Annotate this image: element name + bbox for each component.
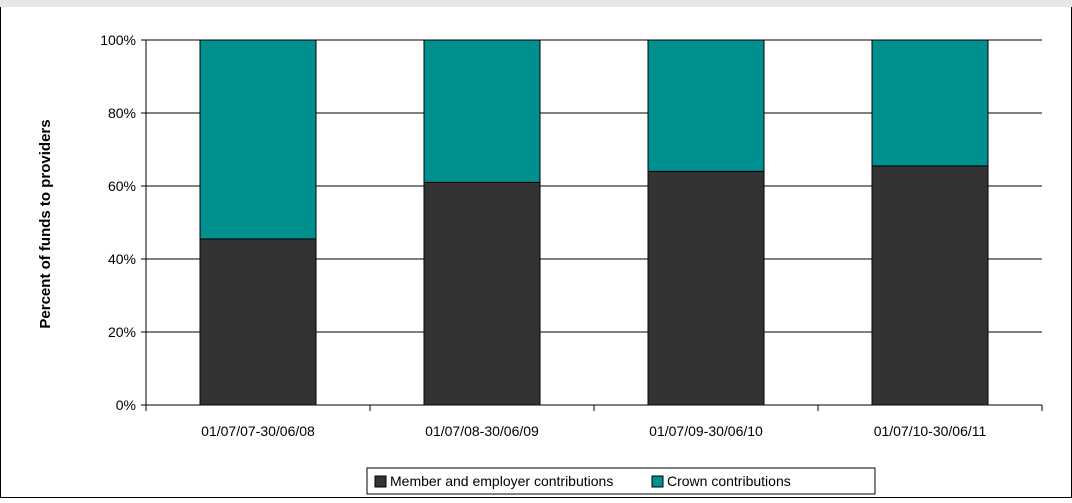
y-tick-label: 100%	[100, 32, 136, 48]
bar-segment	[647, 170, 765, 406]
y-tick-label: 40%	[108, 251, 136, 267]
bar-segment	[199, 238, 317, 406]
bar-segment	[423, 39, 541, 183]
y-tick-label: 80%	[108, 105, 136, 121]
y-axis-label: Percent of funds to providers	[37, 119, 54, 328]
bar-segment	[871, 165, 989, 406]
bar-segment	[647, 39, 765, 172]
x-tick-label: 01/07/09-30/06/10	[649, 423, 763, 439]
axes	[141, 39, 1043, 411]
legend-swatch	[651, 475, 664, 488]
bars	[199, 39, 989, 406]
y-tick-label: 0%	[116, 397, 136, 413]
bar-segment	[871, 39, 989, 167]
bar-segment	[199, 39, 317, 240]
top-strip	[0, 0, 1072, 7]
x-tick-label: 01/07/10-30/06/11	[874, 423, 987, 439]
x-tick-label: 01/07/07-30/06/08	[201, 423, 315, 439]
y-tick-label: 20%	[108, 324, 136, 340]
tick-labels: 0% 20% 40% 60% 80% 100% 01/07/07-30/06/08 01/07…	[100, 32, 986, 439]
legend-label: Crown contributions	[667, 473, 791, 489]
legend-box	[366, 467, 876, 495]
legend: Member and employer contributions Crown c…	[366, 467, 876, 495]
legend-label: Member and employer contributions	[390, 473, 613, 489]
legend-swatch	[374, 475, 387, 488]
y-tick-label: 60%	[108, 178, 136, 194]
bar-segment	[423, 181, 541, 406]
x-tick-label: 01/07/08-30/06/09	[425, 423, 539, 439]
